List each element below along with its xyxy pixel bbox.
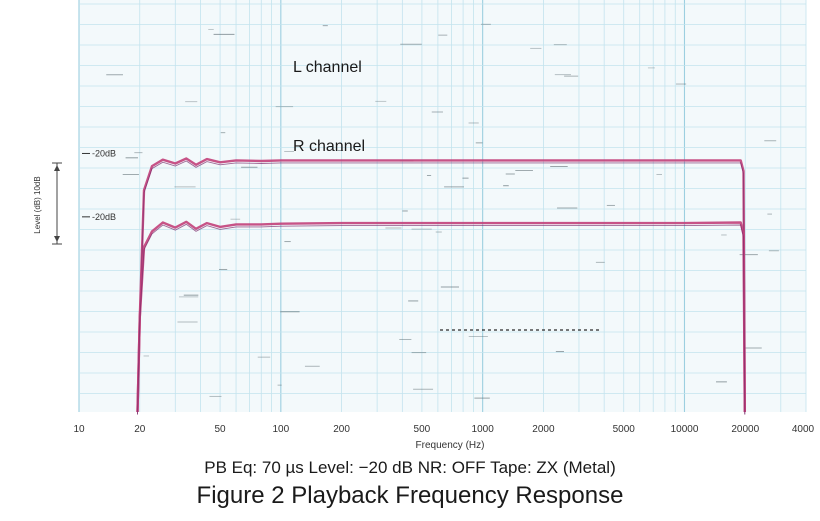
x-tick-label: 1000 <box>472 424 495 435</box>
series-lines <box>136 157 746 415</box>
series-line-r-channel-shadow <box>137 223 746 415</box>
level-scale-marker: Level (dB) 10dB <box>33 162 62 245</box>
x-tick-label: 10 <box>73 424 85 435</box>
x-tick-label: 100 <box>272 424 289 435</box>
x-tick-label: 50 <box>215 424 227 435</box>
grid-lines <box>78 0 807 412</box>
x-axis-title: Frequency (Hz) <box>416 440 485 451</box>
x-tick-label: 20000 <box>731 424 759 435</box>
series-line-l-channel <box>136 157 746 413</box>
series-line-r-channel <box>136 220 746 413</box>
chart-conditions-caption: PB Eq: 70 µs Level: −20 dB NR: OFF Tape:… <box>204 458 616 477</box>
x-tick-label: 10000 <box>671 424 699 435</box>
figure-title: Figure 2 Playback Frequency Response <box>196 482 624 509</box>
paper-marks <box>106 23 779 399</box>
x-tick-labels: 10 20 50 100 200 500 1000 2000 5000 10000 20000 400… <box>73 424 814 435</box>
series-label-l-channel: L channel <box>293 59 362 76</box>
x-tick-label: 4000 <box>792 424 815 435</box>
x-tick-label: 5000 <box>613 424 636 435</box>
reference-level-label: -20dB <box>92 212 116 222</box>
reference-level-labels: -20dB -20dB <box>82 148 116 222</box>
x-tick-label: 2000 <box>532 424 555 435</box>
x-tick-label: 500 <box>414 424 431 435</box>
y-axis-title: Level (dB) 10dB <box>33 176 42 233</box>
plot-background <box>79 0 806 412</box>
x-tick-label: 20 <box>134 424 146 435</box>
x-tick-label: 200 <box>333 424 350 435</box>
series-line-l-channel-shadow <box>137 160 746 415</box>
series-label-r-channel: R channel <box>293 138 365 155</box>
reference-level-label: -20dB <box>92 148 116 158</box>
